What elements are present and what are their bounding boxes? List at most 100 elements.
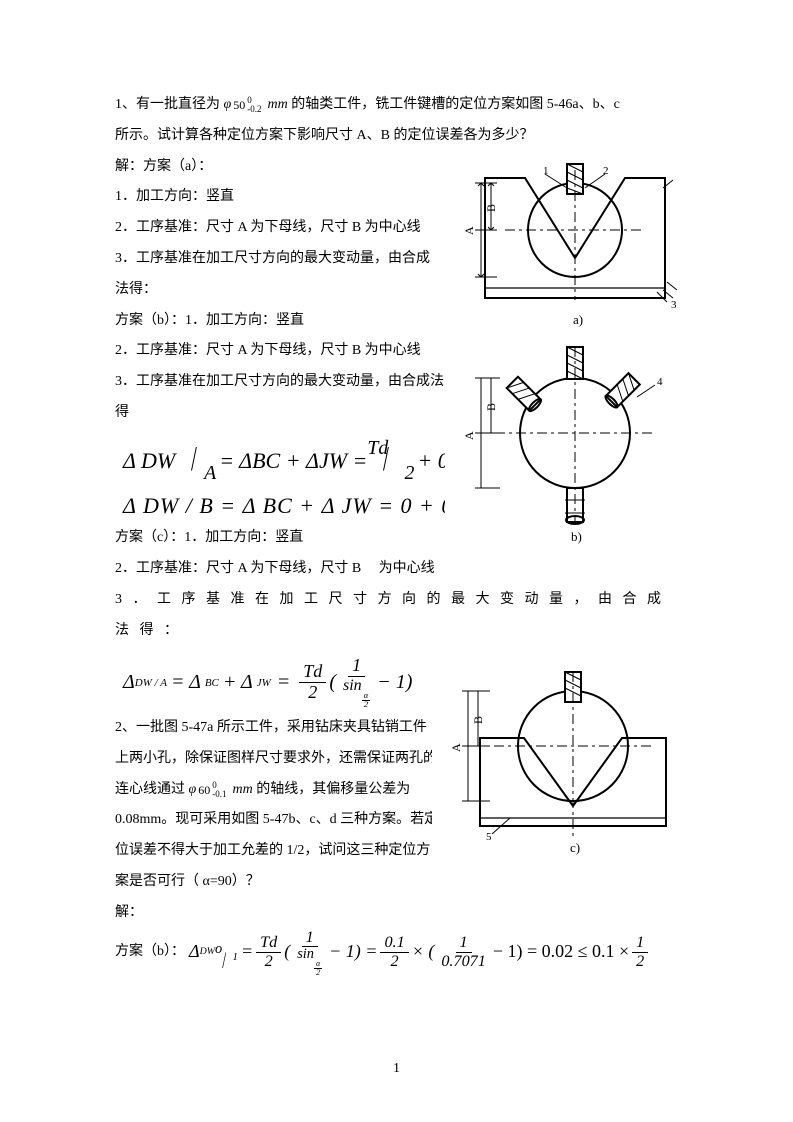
fb-diag: o / 1 bbox=[215, 938, 241, 966]
p2-l6: 案是否可行（ α=90）？ bbox=[115, 867, 415, 898]
fb-f2: 1 sinα2 bbox=[293, 929, 326, 976]
f1-eq1: = ΔBC + ΔJW = bbox=[219, 448, 367, 474]
p60-unit: mm bbox=[233, 775, 253, 806]
fb-v1d: 2 bbox=[387, 953, 403, 971]
f3-s1: DW / A bbox=[135, 677, 167, 689]
fb-hn: 1 bbox=[632, 934, 648, 953]
p2-l3: 连心线通过 φ 60 0 -0.1 mm 的轴线，其偏移量公差为 bbox=[115, 775, 415, 806]
phi-sym: φ bbox=[224, 90, 232, 121]
f3-2: 2 bbox=[304, 683, 321, 703]
fb-hd: 2 bbox=[632, 953, 648, 971]
f1-A: A bbox=[204, 462, 216, 485]
figb-dim-b: B bbox=[484, 403, 498, 411]
figure-c: A B 5 c) bbox=[432, 668, 680, 858]
p2-l1: 2、一批图 5-47a 所示工件，采用钻床夹具钻销工件 bbox=[115, 713, 415, 744]
f3-eq2: = bbox=[277, 671, 291, 694]
p2-l3a: 连心线通过 bbox=[115, 782, 185, 797]
sol-a-1: 1．加工方向：竖直 bbox=[115, 182, 425, 213]
f3-eq: = Δ bbox=[171, 671, 201, 694]
p60-sym: φ bbox=[189, 775, 197, 806]
fb-sint: sin bbox=[297, 946, 314, 962]
fb-one2: 1 bbox=[456, 934, 472, 953]
p2-sol-b: 方案（b）： Δ DW o / 1 = Td 2 ( 1 sinα2 − 1) … bbox=[115, 929, 678, 976]
sol-c-3: 3 ． 工 序 基 准 在 加 工 尺 寸 方 向 的 最 大 变 动 量 ， … bbox=[115, 585, 678, 647]
f1-2: 2 bbox=[405, 462, 415, 485]
figc-dim-a: A bbox=[449, 743, 463, 752]
p2-sb-lbl: 方案（b）： bbox=[115, 937, 185, 968]
fb-f1: Td 2 bbox=[256, 934, 281, 971]
p2-l3b: 的轴线，其偏移量公差为 bbox=[256, 782, 410, 797]
fb-f3: 0.1 2 bbox=[380, 934, 408, 971]
fb-o: o bbox=[215, 934, 222, 966]
sol-a-head: 解：方案（a）： bbox=[115, 152, 425, 183]
p2-sol-head: 解： bbox=[115, 898, 678, 929]
sol-b-2: 2．工序基准：尺寸 A 为下母线，尺寸 B 为中心线 bbox=[115, 336, 425, 367]
fb-1: 1 bbox=[233, 946, 238, 970]
p2-l5: 位误差不得大于加工允差的 1/2，试问这三种定位方 bbox=[115, 836, 415, 867]
sol-a-3b: 法得： bbox=[115, 275, 425, 306]
f3-s3: JW bbox=[257, 677, 271, 689]
fb-m1b: − 1) = 0.02 ≤ 0.1 × bbox=[493, 932, 629, 972]
sol-b-1: 方案（b）：1．加工方向：竖直 bbox=[115, 306, 425, 337]
fb-f5: 1 2 bbox=[632, 934, 648, 971]
f3-p: + Δ bbox=[223, 671, 253, 694]
f3-sd: 2 bbox=[362, 701, 370, 709]
figc-c5: 5 bbox=[486, 831, 492, 843]
fb-f4: 1 0.7071 bbox=[437, 934, 490, 971]
phi50-spec: φ 50 0 -0.2 mm bbox=[224, 90, 288, 121]
f1-lhs: Δ DW bbox=[123, 448, 175, 474]
f2-txt: Δ DW / B = Δ BC + Δ JW = 0 + 0 = 0 bbox=[123, 493, 494, 519]
fb-x: × ( bbox=[412, 932, 435, 972]
phi-lo: -0.2 bbox=[247, 105, 261, 114]
phi-unit: mm bbox=[268, 90, 288, 121]
p1-l1a: 1、有一批直径为 bbox=[115, 97, 220, 112]
p60-lo: -0.1 bbox=[212, 790, 226, 799]
f1-td-diag: Td / 2 bbox=[367, 441, 417, 481]
fb-d: Δ bbox=[189, 932, 200, 972]
figb-dim-a: A bbox=[462, 431, 476, 440]
f3-alpha-frac: α2 bbox=[362, 692, 371, 709]
formula-b: Δ DW o / 1 = Td 2 ( 1 sinα2 − 1) = 0.1 2… bbox=[189, 929, 651, 976]
fb-2: 2 bbox=[261, 953, 277, 971]
f3-s2: BC bbox=[205, 677, 219, 689]
f3-frac1: Td 2 bbox=[299, 662, 326, 703]
figa-dim-b: B bbox=[484, 204, 498, 212]
figc-dim-b: B bbox=[471, 716, 485, 724]
fb-v1n: 0.1 bbox=[380, 934, 408, 953]
f1-diag: / A bbox=[175, 441, 219, 481]
p2-l2: 上两小孔，除保证图样尺寸要求外，还需保证两孔的 bbox=[115, 744, 415, 775]
p1-line2: 所示。试计算各种定位方案下影响尺寸 A、B 的定位误差各为多少？ bbox=[115, 121, 678, 152]
figa-label: a) bbox=[573, 312, 583, 327]
figure-a: A B 1 2 3 a) bbox=[445, 160, 677, 330]
f3-m1: − 1) bbox=[377, 671, 412, 694]
p1-l1b: 的轴类工件，铣工件键槽的定位方案如图 5-46a、b、c bbox=[291, 97, 620, 112]
sol-b-3a: 3．工序基准在加工尺寸方向的最大变动量，由合成法 bbox=[115, 367, 425, 398]
fb-td: Td bbox=[256, 934, 281, 953]
phi-nom: 50 bbox=[233, 92, 245, 118]
p2-l4: 0.08mm。现可采用如图 5-47b、c、d 三种方案。若定 bbox=[115, 805, 415, 836]
p60-nom: 60 bbox=[198, 777, 210, 803]
fb-m1: − 1) = bbox=[329, 932, 377, 972]
f3-d1: Δ bbox=[123, 671, 135, 694]
sol-c-2: 2．工序基准：尺寸 A 为下母线，尺寸 B 为中心线 bbox=[115, 554, 678, 585]
figure-b: A B 4 b) bbox=[445, 345, 677, 545]
figb-c4: 4 bbox=[657, 376, 663, 388]
sol-b-3b: 得 bbox=[115, 398, 425, 429]
f3-1: 1 bbox=[348, 656, 365, 677]
phi-tol: 0 -0.2 bbox=[247, 96, 261, 114]
fb-af: α2 bbox=[314, 960, 322, 975]
fb-sd: 2 bbox=[314, 969, 322, 976]
sol-a-2: 2．工序基准：尺寸 A 为下母线，尺寸 B 为中心线 bbox=[115, 213, 425, 244]
phi60-spec: φ 60 0 -0.1 mm bbox=[189, 775, 253, 806]
page-number: 1 bbox=[0, 1061, 793, 1077]
fb-v2: 0.7071 bbox=[437, 953, 490, 971]
f3-po: ( bbox=[329, 671, 336, 694]
fb-eq: = bbox=[241, 932, 253, 972]
figa-dim-a: A bbox=[462, 226, 476, 235]
fb-dw: DW bbox=[200, 941, 215, 963]
f3-frac2: 1 sinα2 bbox=[339, 656, 374, 709]
p1-line1: 1、有一批直径为 φ 50 0 -0.2 mm 的轴类工件，铣工件键槽的定位方案… bbox=[115, 90, 678, 121]
fb-po: ( bbox=[284, 932, 290, 972]
figa-c3: 3 bbox=[671, 299, 677, 311]
figb-label: b) bbox=[571, 529, 582, 544]
